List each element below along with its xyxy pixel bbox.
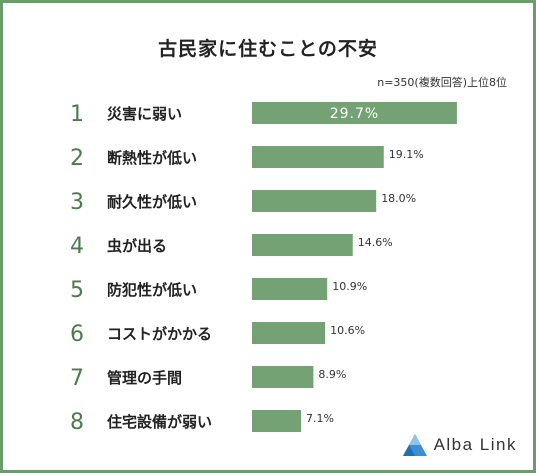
bar [252,234,353,256]
value-label: 10.9% [332,280,367,293]
rank-label: 7 [70,366,84,391]
bar [252,410,301,432]
category-label: 耐久性が低い [107,193,197,211]
category-label: 住宅設備が弱い [107,413,212,431]
chart-title: 古民家に住むことの不安 [158,38,378,60]
rank-label: 5 [70,278,84,303]
bar [252,366,314,388]
bar [252,146,384,168]
rank-label: 3 [70,190,84,215]
brand-name: Alba Link [433,435,517,454]
rank-label: 1 [70,102,84,127]
value-label: 29.7% [330,106,379,122]
value-label: 19.1% [389,148,424,161]
category-label: 管理の手間 [107,369,182,387]
value-label: 14.6% [358,236,393,249]
value-label: 10.6% [330,324,365,337]
rank-label: 4 [70,234,84,259]
bar [252,190,377,212]
bar [252,278,328,300]
value-label: 7.1% [306,412,334,425]
category-label: 災害に弱い [107,105,182,123]
brand-logo: Alba Link [402,432,517,458]
triangle-logo-icon [402,434,427,456]
rank-label: 8 [70,410,84,435]
rank-label: 6 [70,322,84,347]
value-label: 18.0% [381,192,416,205]
bar [252,322,326,344]
category-label: コストがかかる [107,325,212,343]
category-label: 防犯性が低い [107,281,197,299]
sample-note: n=350(複数回答)上位8位 [377,76,507,89]
value-label: 8.9% [318,368,346,381]
category-label: 虫が出る [107,237,167,255]
rank-label: 2 [70,146,84,171]
bar [252,102,457,124]
category-label: 断熱性が低い [107,149,197,167]
